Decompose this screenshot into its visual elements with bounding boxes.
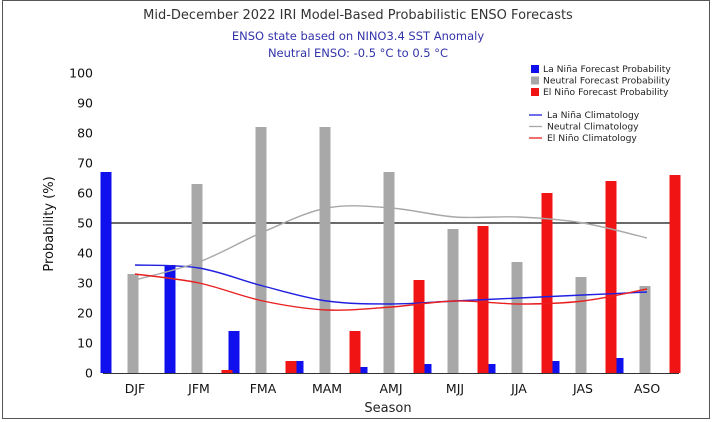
bar-0-FMA: [228, 331, 240, 373]
bar-2-JJA: [541, 193, 553, 373]
x-tick-label: AMJ: [379, 381, 402, 396]
legend-label: La Niña Climatology: [547, 110, 640, 121]
y-tick-label: 90: [77, 96, 93, 111]
bar-0-DJF: [100, 172, 112, 373]
climatology-line-2: [134, 273, 648, 311]
x-tick-label: JJA: [510, 381, 527, 396]
y-tick-label: 20: [77, 306, 93, 321]
legend-swatch-2: [531, 88, 539, 96]
y-axis-label: Probability (%): [42, 176, 57, 271]
legend-label: Neutral Climatology: [547, 122, 639, 133]
y-tick-label: 30: [77, 276, 93, 291]
legend-label: El Niño Climatology: [547, 133, 637, 144]
y-tick-label: 80: [77, 126, 93, 141]
y-tick-label: 50: [77, 216, 93, 231]
bar-1-JJA: [511, 262, 523, 373]
climatology-line-1: [134, 205, 648, 281]
bar-2-JAS: [605, 181, 617, 373]
legend-label: Neutral Forecast Probability: [543, 76, 671, 87]
x-axis-label: Season: [364, 401, 411, 416]
y-tick-label: 60: [77, 186, 93, 201]
y-tick-label: 100: [69, 66, 93, 81]
bar-1-JFM: [191, 184, 203, 373]
bar-1-ASO: [639, 286, 651, 373]
bar-2-ASO: [669, 175, 681, 373]
bar-1-MAM: [319, 127, 331, 373]
enso-forecast-chart: Mid-December 2022 IRI Model-Based Probab…: [42, 8, 681, 416]
bar-0-JFM: [164, 265, 176, 373]
chart-title: Mid-December 2022 IRI Model-Based Probab…: [143, 8, 573, 23]
legend-swatch-0: [531, 65, 539, 73]
chart-subtitle-line2: Neutral ENSO: -0.5 °C to 0.5 °C: [268, 46, 448, 60]
bar-0-MJJ: [420, 364, 432, 373]
x-tick-label: MJJ: [446, 381, 464, 396]
plot-area: 0 10 20 30 40 50 60 70 80 90 100 DJF JFM FMA MAM AMJ MJJ…: [69, 66, 681, 396]
bar-1-JAS: [575, 277, 587, 373]
bar-2-MAM: [349, 331, 361, 373]
bar-2-AMJ: [413, 280, 425, 373]
chart-subtitle-line1: ENSO state based on NINO3.4 SST Anomaly: [232, 29, 485, 43]
bar-0-MAM: [292, 361, 304, 373]
x-tick-label: JAS: [572, 381, 593, 396]
bar-2-FMA: [285, 361, 297, 373]
bar-0-AMJ: [356, 367, 368, 373]
bar-0-JJA: [484, 364, 496, 373]
x-tick-label: ASO: [634, 381, 660, 396]
bar-1-DJF: [127, 274, 139, 373]
y-tick-label: 0: [85, 366, 93, 381]
legend-label: El Niño Forecast Probability: [543, 87, 669, 98]
x-tick-label: FMA: [250, 381, 277, 396]
bar-1-FMA: [255, 127, 267, 373]
climatology-line-0: [134, 264, 648, 305]
x-tick-label: DJF: [125, 381, 146, 396]
x-tick-label: MAM: [312, 381, 342, 396]
legend-swatch-1: [531, 76, 539, 85]
y-tick-label: 10: [77, 336, 93, 351]
legend-label: La Niña Forecast Probability: [543, 64, 671, 75]
y-tick-label: 70: [77, 156, 93, 171]
bar-2-JFM: [221, 370, 233, 373]
bar-0-JAS: [548, 361, 560, 373]
bar-0-ASO: [612, 358, 624, 373]
y-tick-label: 40: [77, 246, 93, 261]
x-tick-label: JFM: [187, 381, 210, 396]
bar-1-AMJ: [383, 172, 395, 373]
